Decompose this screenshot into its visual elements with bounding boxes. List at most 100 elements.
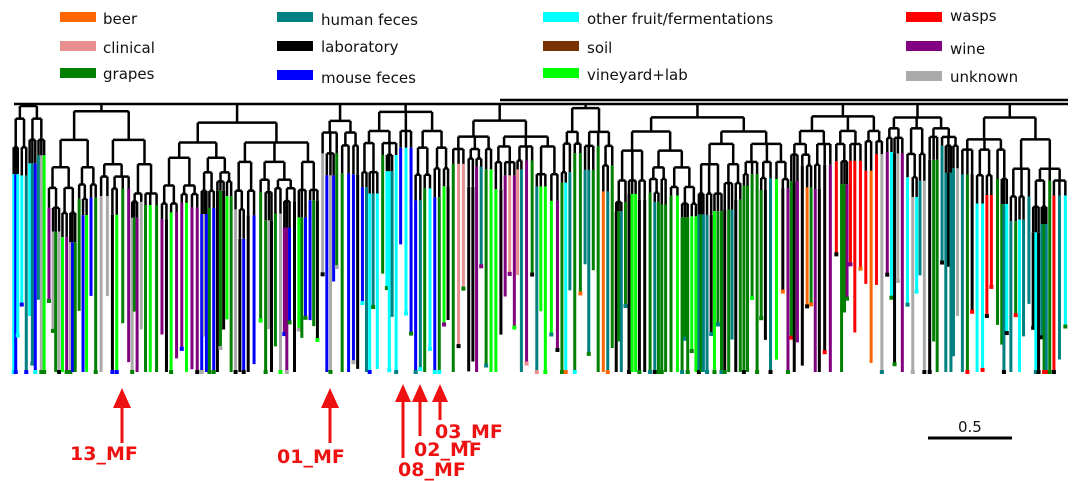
tip-marker (709, 332, 713, 336)
tip-marker (623, 304, 627, 308)
legend-item-laboratory: laboratory (277, 38, 399, 56)
tip-marker (234, 370, 238, 374)
tip-marker (893, 362, 897, 366)
tip-marker (848, 262, 852, 266)
tip-marker (1063, 325, 1067, 329)
tip-marker (130, 370, 134, 374)
legend-label-other-fruit: other fruit/fermentations (587, 10, 773, 28)
tip-marker (1052, 370, 1056, 374)
tip-marker (769, 370, 773, 374)
tip-marker (885, 273, 889, 277)
tip-marker (750, 296, 754, 300)
legend-item-mouse-feces: mouse feces (277, 69, 416, 87)
tip-marker (371, 305, 375, 309)
legend-item-unknown: unknown (906, 68, 1018, 86)
tip-marker (922, 370, 926, 374)
tip-marker (414, 370, 418, 374)
tip-marker (218, 346, 222, 350)
legend-label-human-feces: human feces (321, 11, 418, 29)
legend-item-clinical: clinical (60, 39, 155, 57)
tip-marker (242, 370, 246, 374)
tip-marker (212, 370, 216, 374)
tip-marker (404, 311, 408, 315)
tip-marker (1048, 370, 1052, 374)
arrow-head-icon (113, 388, 131, 408)
tip-marker (606, 370, 610, 374)
tip-marker (889, 296, 893, 300)
tip-marker (587, 352, 591, 356)
arrow-head-icon (321, 388, 339, 408)
tip-marker (525, 361, 529, 365)
legend-label-grapes: grapes (103, 65, 155, 83)
legend-label-mouse-feces: mouse feces (321, 69, 416, 87)
tip-marker (627, 370, 631, 374)
tip-marker (1014, 313, 1018, 317)
tip-marker (264, 370, 268, 374)
legend-item-grapes: grapes (60, 65, 155, 83)
tip-marker (94, 370, 98, 374)
tip-marker (716, 323, 720, 327)
tip-marker (278, 370, 282, 374)
tip-marker (508, 272, 512, 276)
tip-marker (437, 370, 441, 374)
tip-marker (555, 348, 559, 352)
tip-marker (30, 362, 34, 366)
tip-marker (928, 370, 932, 374)
tip-marker (578, 291, 582, 295)
legend-swatch-unknown (906, 71, 942, 81)
tip-marker (653, 370, 657, 374)
tip-marker (442, 322, 446, 326)
arrow-head-icon (432, 384, 448, 402)
tip-marker (560, 370, 564, 374)
tip-marker (394, 370, 398, 374)
tip-marker (970, 310, 974, 314)
tip-marker (1005, 331, 1009, 335)
tip-marker (805, 304, 809, 308)
tip-marker (915, 290, 919, 294)
tip-marker (858, 267, 862, 271)
tip-marker (965, 370, 969, 374)
annotation-01-mf: 01_MF (277, 388, 345, 468)
tip-marker (409, 332, 413, 336)
tip-marker (985, 314, 989, 318)
tip-marker (16, 333, 20, 337)
tip-marker (809, 302, 813, 306)
tip-marker (315, 338, 319, 342)
tip-marker (880, 370, 884, 374)
tip-marker (259, 319, 263, 323)
scale-bar: 0.5 (928, 418, 1012, 438)
legend-swatch-other-fruit (543, 12, 579, 22)
tip-marker (1037, 370, 1041, 374)
tip-marker (351, 360, 355, 364)
legend-label-vineyard-lab: vineyard+lab (587, 66, 688, 84)
tip-marker (200, 370, 204, 374)
tip-marker (686, 370, 690, 374)
tip-marker (368, 370, 372, 374)
tip-marker (42, 370, 46, 374)
tip-marker (845, 297, 849, 301)
legend-item-soil: soil (543, 39, 612, 57)
tip-marker (906, 303, 910, 307)
tip-marker (705, 370, 709, 374)
tip-marker (637, 370, 641, 374)
arrow-head-icon (395, 384, 411, 402)
tip-marker (896, 279, 900, 283)
tip-marker (530, 273, 534, 277)
tip-marker (723, 370, 727, 374)
tip-marker (20, 303, 24, 307)
tip-marker (418, 367, 422, 371)
legend-swatch-wasps (906, 12, 942, 22)
legend-label-beer: beer (103, 10, 138, 28)
phylogenetic-tree (12, 100, 1068, 374)
tip-marker (512, 326, 516, 330)
annotation-13-mf: 13_MF (70, 388, 138, 465)
annotation-label-13-mf: 13_MF (70, 443, 138, 465)
legend-label-clinical: clinical (103, 39, 155, 57)
tip-marker (573, 370, 577, 374)
legend-swatch-clinical (60, 41, 96, 51)
tip-marker (564, 370, 568, 374)
tip-marker (433, 370, 437, 374)
tip-marker (285, 370, 289, 374)
tip-marker (981, 368, 985, 372)
tip-marker (24, 370, 28, 374)
